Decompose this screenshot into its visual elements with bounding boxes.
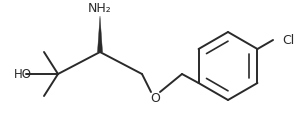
Text: Cl: Cl: [282, 34, 294, 46]
Polygon shape: [98, 16, 102, 52]
Text: HO: HO: [14, 67, 32, 81]
Text: NH₂: NH₂: [88, 3, 112, 15]
Text: O: O: [150, 91, 160, 105]
